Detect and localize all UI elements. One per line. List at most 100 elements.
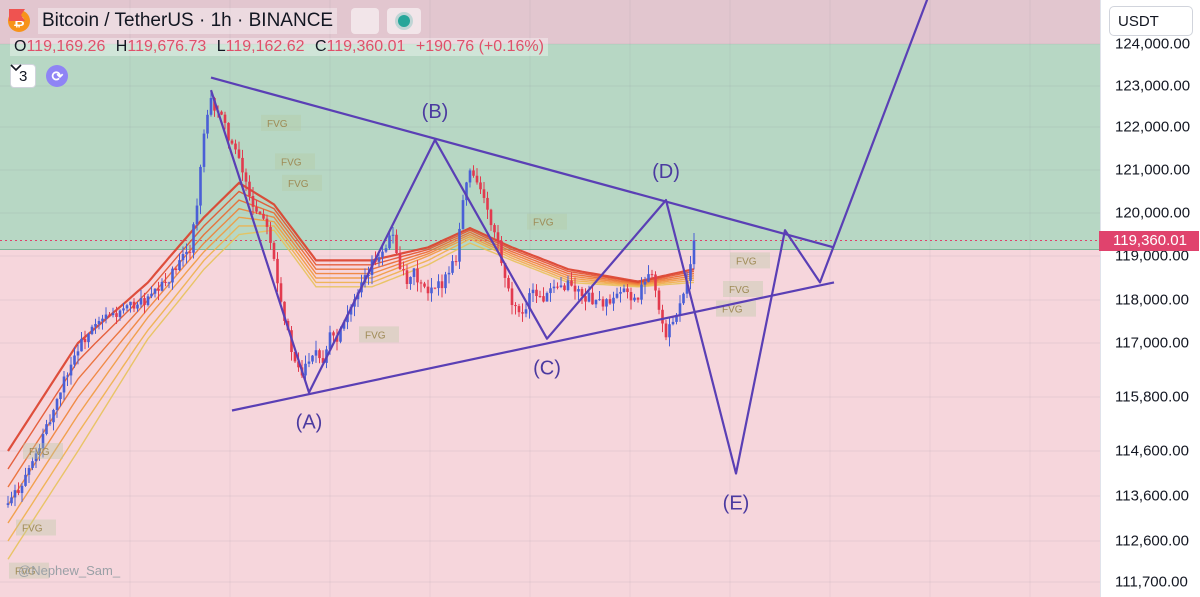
candle-body [489,209,493,226]
candle-body [41,434,45,449]
candle-body [402,269,405,271]
candle-body [636,297,640,300]
status-dot [398,15,411,27]
candle-body [570,280,573,286]
candle-body [122,308,125,311]
candle-body [594,299,598,305]
candle-body [549,288,552,294]
fvg-box [9,562,49,579]
candle-body [304,363,307,376]
candle-body [531,289,535,294]
candle-body [314,350,318,356]
candle-body [465,182,468,201]
candle-body [27,467,31,475]
trendline-lower [231,281,835,412]
candle-body [521,312,524,314]
candle-body [482,189,486,198]
candle-body [262,213,265,219]
ema-ribbon-line [7,207,695,506]
candle-body [650,274,654,276]
axis-tick-label: 121,000.00 [1115,161,1191,179]
fvg-label: FVG [288,179,309,190]
candle-body [164,281,167,283]
flag-icon[interactable] [9,8,380,34]
low-label: L [216,38,226,55]
fvg-label: FVG [267,119,288,130]
sync-icon[interactable]: ⟳ [46,65,69,87]
fvg-label: FVG [365,330,386,341]
fvg-label: FVG [736,256,757,267]
candle-body [416,268,419,283]
candle-body [188,251,192,253]
top-band [0,0,1100,44]
candle-body [209,98,213,115]
candle-body [640,284,643,300]
candle-body [475,175,479,183]
candle-body [318,350,321,359]
chevron-down-icon [10,64,22,72]
ema-ribbon-line [7,216,695,524]
price-chart[interactable]: FVG FVG FVG FVG FVG FVG FVG FVG FVG FVG FVG (A) (B) (… [0,0,1100,597]
candle-body [157,288,160,291]
candle-body [671,321,675,325]
currency-select[interactable]: USDT [1109,6,1193,36]
candle-body [423,283,426,287]
candle-body [234,143,237,150]
trendline-upper [210,76,835,249]
candle-body [692,240,696,265]
candle-body [398,253,402,270]
candle-body [104,314,108,319]
candle-body [668,324,671,338]
candle-body [52,409,55,423]
candle-body [643,281,647,285]
fvg-label: FVG [15,567,36,578]
candle-body [6,503,10,505]
wave-pattern-path [209,0,929,475]
price-axis[interactable]: USDT 124,000.00 123,000.00 122,000.00 121,0… [1099,0,1200,597]
candle-body [447,272,451,275]
candle-body [332,332,335,336]
candle-body [468,170,472,183]
candle-body [682,293,685,304]
candle-body [69,364,73,376]
candle-body [542,296,545,302]
demand-zone [0,249,1100,597]
candle-body [171,268,174,283]
candle-body [265,218,269,227]
candle-body [101,318,104,321]
indicator-collapse-button[interactable]: 3 [10,64,37,88]
candle-body [80,338,83,352]
candle-body [251,195,255,207]
candle-body [195,205,199,225]
candle-body [580,289,584,297]
candle-body [143,298,146,306]
market-status-dot-icon[interactable] [387,8,422,34]
wave-label: (C) [533,358,561,380]
fvg-box [723,281,763,297]
candle-body [524,309,528,314]
candle-body [454,261,458,263]
axis-tick-label: 123,000.00 [1115,77,1191,95]
candle-body [552,286,556,289]
candle-body [237,149,241,158]
candle-body [248,181,251,196]
candle-body [657,290,661,310]
plot-area[interactable]: FVG FVG FVG FVG FVG FVG FVG FVG FVG FVG FVG (A) (B) (… [0,0,1100,597]
candle-body [76,351,80,356]
wave-label: (B) [422,101,449,123]
candle-body [38,448,41,454]
candle-body [566,280,570,291]
candle-body [108,314,111,316]
candle-body [62,376,66,393]
candle-body [45,424,48,435]
candle-body [472,170,475,176]
symbol-title[interactable]: Bitcoin / TetherUS · 1h · BINANCE [38,8,338,34]
candle-body [587,292,591,302]
candle-body [136,304,139,309]
candle-body [20,485,24,494]
candle-body [339,328,342,342]
candle-body [346,314,349,323]
candle-body [146,296,150,306]
candle-body [479,182,482,190]
candle-body [125,305,129,309]
